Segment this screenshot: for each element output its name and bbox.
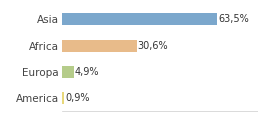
Bar [62, 66, 74, 78]
Text: 63,5%: 63,5% [218, 14, 249, 24]
Bar [62, 40, 137, 52]
Text: 4,9%: 4,9% [75, 67, 99, 77]
Text: 0,9%: 0,9% [65, 93, 90, 103]
Bar [62, 13, 217, 25]
Text: 30,6%: 30,6% [138, 41, 169, 51]
Bar [62, 92, 64, 104]
